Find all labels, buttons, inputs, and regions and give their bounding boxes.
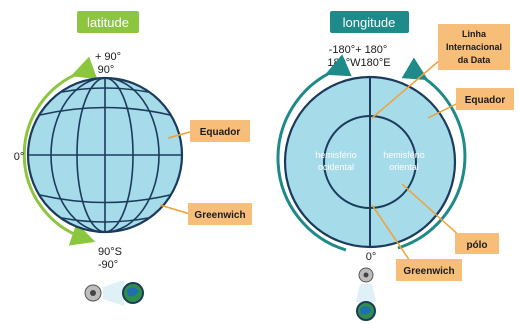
latitude-globe [26,76,184,234]
latitude-greenwich-leader [159,204,191,215]
longitude-greenwich-label: Greenwich [403,266,454,277]
latitude-greenwich-label: Greenwich [194,210,245,221]
date-line-label-3: da Data [458,55,492,65]
pole-callout [455,233,499,254]
date-line-leader [371,59,441,119]
latitude-equator-leader [167,131,191,139]
longitude-equator-label: Equador [465,95,506,106]
longitude-bottom-label: 0° [366,251,377,263]
latitude-title-bg [77,11,139,33]
latitude-arc-arrow [22,56,98,246]
date-line-label-2: Internacional [446,42,502,52]
latitude-bottom-label-2: -90° [98,259,118,271]
latitude-left-label: 0° [14,151,25,163]
hemisphere-west-label-2: ocidental [318,162,354,172]
longitude-globe [283,75,457,249]
hemisphere-east-label-2: oriental [389,162,419,172]
longitude-title: longitude [343,15,396,30]
longitude-equator-leader [427,101,461,119]
longitude-title-bg [330,11,409,33]
latitude-greenwich-callout [188,203,252,225]
date-line-label-1: Linha [462,29,487,39]
longitude-top-label-2: 180°W180°E [327,57,390,69]
eye-camera-globe-icon [84,280,144,306]
latitude-equator-callout [190,120,250,142]
longitude-panel: longitude -180°+ 180° 180°W180°E hemisfé… [276,11,514,321]
hemisphere-east-label-1: hemisfério [383,150,425,160]
longitude-top-label-1: -180°+ 180° [329,44,388,56]
longitude-greenwich-leader [371,204,413,265]
latitude-top-label-1: + 90° [95,51,121,63]
eye-camera-globe-icon [356,267,376,321]
latitude-equator-label: Equador [200,127,241,138]
longitude-equator-callout [456,88,514,110]
hemisphere-west-label-1: hemisfério [315,150,357,160]
pole-label: pólo [466,240,487,251]
latitude-panel: latitude + 90° 90° 0° 90°S -90° Equador [14,11,252,306]
date-line-callout [438,24,510,70]
longitude-greenwich-callout [396,259,462,281]
pole-leader [401,183,463,239]
latitude-bottom-label-1: 90°S [98,246,122,258]
latitude-top-label-2: 90° [98,64,115,76]
longitude-arc-east [397,57,467,250]
longitude-arc-west [276,54,352,252]
latitude-title: latitude [87,15,129,30]
